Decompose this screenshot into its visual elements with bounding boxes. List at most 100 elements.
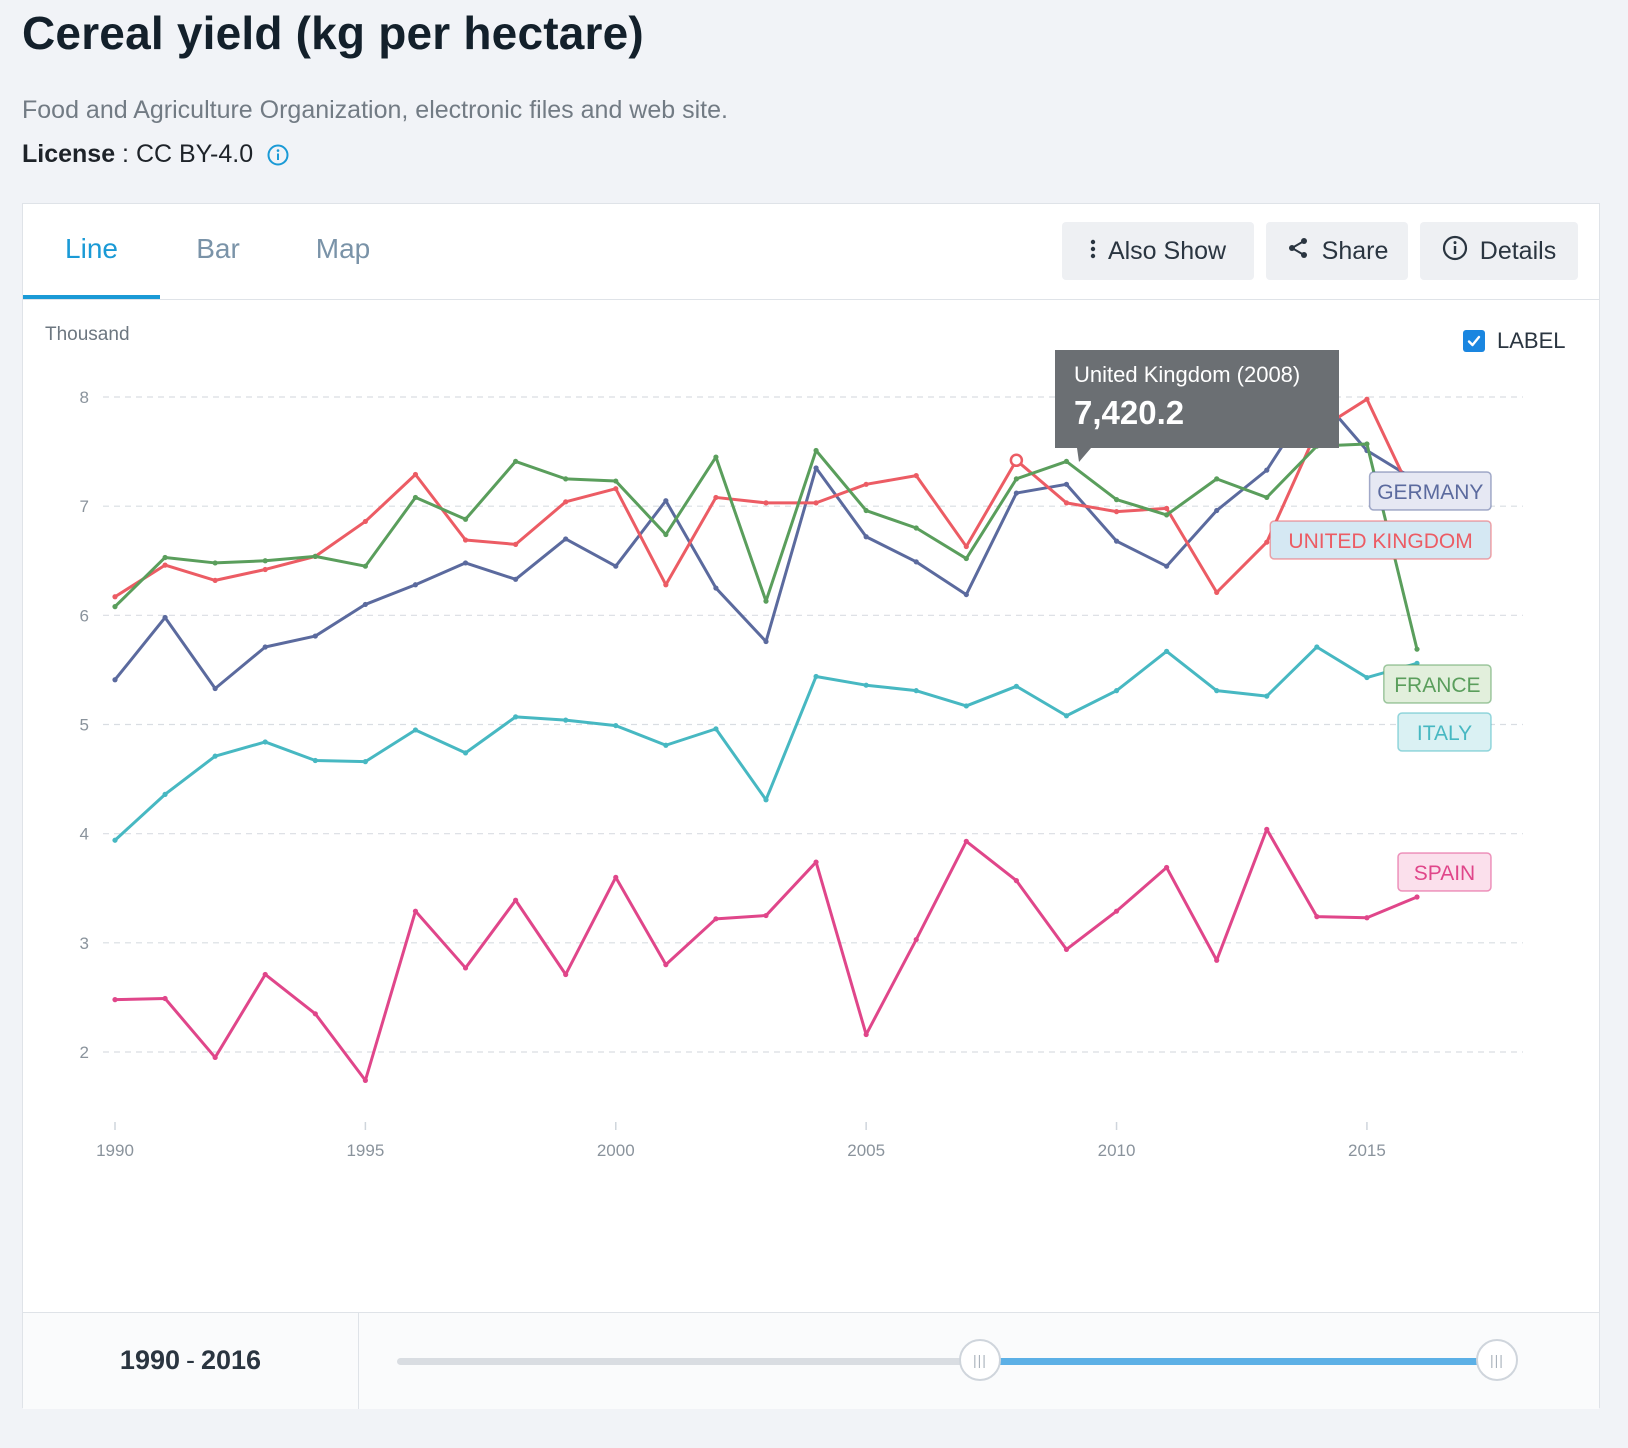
tab-bar[interactable]: Bar <box>196 233 240 264</box>
data-point[interactable] <box>1264 693 1270 699</box>
data-point[interactable] <box>513 576 519 582</box>
data-point[interactable] <box>1113 908 1120 914</box>
share-button[interactable]: Share <box>1266 222 1408 280</box>
data-point[interactable] <box>763 500 769 506</box>
also-show-button[interactable]: Also Show <box>1062 222 1254 280</box>
line-chart[interactable]: 2 3 4 5 6 7 8 1990 1995 2000 2005 2010 2015 GERMANY UN… <box>23 300 1601 1312</box>
data-point[interactable] <box>713 494 719 501</box>
data-point[interactable] <box>513 714 519 720</box>
data-point[interactable] <box>1314 914 1320 920</box>
details-button[interactable]: Details <box>1420 222 1578 280</box>
data-point[interactable] <box>513 897 519 903</box>
data-point[interactable] <box>162 995 168 1002</box>
data-point[interactable] <box>362 601 368 608</box>
data-point[interactable] <box>1214 507 1220 514</box>
data-point[interactable] <box>1063 946 1070 952</box>
data-point[interactable] <box>212 577 218 583</box>
data-point[interactable] <box>1214 957 1220 963</box>
data-point[interactable] <box>1013 490 1019 496</box>
data-point[interactable] <box>1364 674 1370 681</box>
data-point[interactable] <box>513 541 519 547</box>
data-point[interactable] <box>563 499 569 505</box>
data-point[interactable] <box>763 598 769 604</box>
data-point[interactable] <box>813 465 819 471</box>
data-point[interactable] <box>1214 589 1220 596</box>
data-point[interactable] <box>1314 644 1320 650</box>
data-point[interactable] <box>1113 509 1120 515</box>
data-point[interactable] <box>813 859 819 865</box>
data-point[interactable] <box>813 500 819 506</box>
data-point[interactable] <box>1063 458 1070 465</box>
data-point[interactable] <box>913 688 919 694</box>
data-point[interactable] <box>563 536 569 542</box>
data-point[interactable] <box>563 971 569 978</box>
data-point[interactable] <box>863 481 869 487</box>
data-point[interactable] <box>412 471 419 478</box>
data-point[interactable] <box>1214 688 1220 694</box>
data-point[interactable] <box>1364 915 1370 921</box>
data-point[interactable] <box>112 837 118 843</box>
data-point[interactable] <box>162 554 168 561</box>
data-point[interactable] <box>1164 648 1170 654</box>
data-point[interactable] <box>713 916 719 922</box>
data-point[interactable] <box>1113 688 1120 694</box>
data-point[interactable] <box>813 447 819 454</box>
data-point[interactable] <box>613 874 619 880</box>
data-point[interactable] <box>112 677 118 683</box>
info-icon[interactable] <box>267 144 289 166</box>
data-point[interactable] <box>1414 646 1420 652</box>
data-point[interactable] <box>913 473 919 479</box>
data-point[interactable] <box>462 537 469 543</box>
data-point[interactable] <box>212 685 218 692</box>
data-point[interactable] <box>613 722 619 729</box>
range-handle-end[interactable]: ||| <box>1476 1339 1518 1381</box>
data-point[interactable] <box>162 614 168 621</box>
data-point[interactable] <box>1113 497 1120 503</box>
data-point[interactable] <box>613 486 619 492</box>
data-point[interactable] <box>1264 467 1270 473</box>
data-point[interactable] <box>913 936 919 943</box>
data-point[interactable] <box>813 673 819 680</box>
data-point[interactable] <box>1164 505 1170 511</box>
data-point[interactable] <box>312 1011 318 1017</box>
data-point[interactable] <box>412 908 419 914</box>
data-point[interactable] <box>763 638 769 645</box>
data-point[interactable] <box>162 562 168 568</box>
data-point[interactable] <box>212 753 218 759</box>
data-point[interactable] <box>462 750 469 756</box>
data-point[interactable] <box>763 797 769 803</box>
data-point[interactable] <box>312 633 318 639</box>
data-point[interactable] <box>1164 864 1170 871</box>
series-line[interactable] <box>113 442 1419 650</box>
range-handle-start[interactable]: ||| <box>959 1339 1001 1381</box>
data-point[interactable] <box>462 965 469 971</box>
data-point[interactable] <box>913 525 919 531</box>
data-point[interactable] <box>412 582 419 588</box>
data-point[interactable] <box>112 997 118 1003</box>
data-point[interactable] <box>362 518 368 525</box>
data-point[interactable] <box>112 604 118 610</box>
data-point[interactable] <box>963 838 969 844</box>
data-point[interactable] <box>563 476 569 482</box>
data-point[interactable] <box>513 458 519 465</box>
data-point[interactable] <box>1214 476 1220 482</box>
data-point[interactable] <box>863 1031 869 1038</box>
data-point[interactable] <box>1264 539 1270 545</box>
tab-line[interactable]: Line <box>23 204 160 299</box>
tab-map[interactable]: Map <box>315 233 371 264</box>
data-point[interactable] <box>663 582 669 588</box>
data-point[interactable] <box>1063 500 1070 506</box>
data-point[interactable] <box>563 717 569 723</box>
data-point[interactable] <box>112 594 118 600</box>
data-point[interactable] <box>1264 826 1270 832</box>
highlight-point[interactable] <box>1009 453 1024 468</box>
data-point[interactable] <box>262 971 268 978</box>
data-point[interactable] <box>1414 894 1420 900</box>
data-point[interactable] <box>863 534 869 540</box>
data-point[interactable] <box>162 791 168 797</box>
data-point[interactable] <box>362 1077 368 1083</box>
data-point[interactable] <box>362 563 368 569</box>
data-point[interactable] <box>763 912 769 919</box>
data-point[interactable] <box>863 682 869 688</box>
data-point[interactable] <box>663 742 669 748</box>
